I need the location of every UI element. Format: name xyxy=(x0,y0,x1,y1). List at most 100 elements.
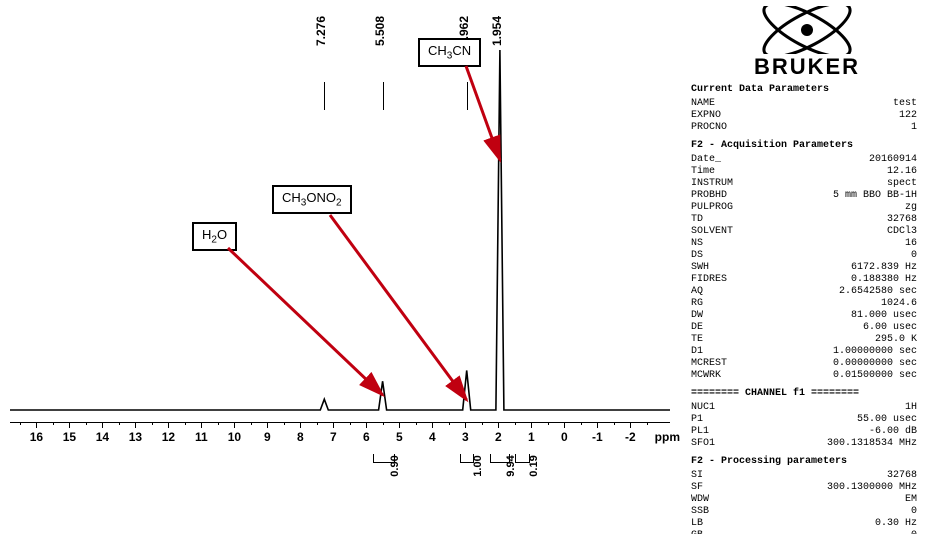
axis-tick-label: 15 xyxy=(63,430,76,444)
axis-tick xyxy=(399,422,400,428)
axis-tick-label: 16 xyxy=(30,430,43,444)
axis-minor-tick xyxy=(581,422,582,425)
annotation-ch3ono2: CH3ONO2 xyxy=(272,185,352,214)
peak-tick xyxy=(467,82,468,110)
parameter-panel: Current Data ParametersNAMEtestEXPNO122P… xyxy=(691,78,917,534)
param-value: 295.0 K xyxy=(875,334,917,346)
axis-minor-tick xyxy=(185,422,186,425)
axis-minor-tick xyxy=(119,422,120,425)
axis-minor-tick xyxy=(416,422,417,425)
axis-tick xyxy=(135,422,136,428)
param-key: SOLVENT xyxy=(691,226,733,238)
param-row: SWH6172.839 Hz xyxy=(691,262,917,274)
param-value: 0 xyxy=(911,250,917,262)
brand-logo-icon xyxy=(737,6,877,54)
param-key: INSTRUM xyxy=(691,178,733,190)
param-key: PROBHD xyxy=(691,190,727,202)
param-value: 5 mm BBO BB-1H xyxy=(833,190,917,202)
param-key: RG xyxy=(691,298,703,310)
param-value: 0 xyxy=(911,530,917,534)
param-section-title: Current Data Parameters xyxy=(691,84,917,96)
param-value: spect xyxy=(887,178,917,190)
param-value: 32768 xyxy=(887,470,917,482)
param-value: 55.00 usec xyxy=(857,414,917,426)
param-key: NAME xyxy=(691,98,715,110)
param-key: Time xyxy=(691,166,715,178)
param-key: TE xyxy=(691,334,703,346)
param-row: MCREST0.00000000 sec xyxy=(691,358,917,370)
param-value: EM xyxy=(905,494,917,506)
param-key: PROCNO xyxy=(691,122,727,134)
axis-minor-tick xyxy=(86,422,87,425)
param-row: SI32768 xyxy=(691,470,917,482)
peak-ppm-label: 1.954 xyxy=(490,16,504,46)
param-row: SFO1300.1318534 MHz xyxy=(691,438,917,450)
param-key: TD xyxy=(691,214,703,226)
param-key: P1 xyxy=(691,414,703,426)
param-value: 122 xyxy=(899,110,917,122)
param-value: 0.30 Hz xyxy=(875,518,917,530)
axis-tick xyxy=(630,422,631,428)
param-row: PROCNO1 xyxy=(691,122,917,134)
param-value: -6.00 dB xyxy=(869,426,917,438)
axis-minor-tick xyxy=(284,422,285,425)
axis-tick-label: 12 xyxy=(162,430,175,444)
brand: BRUKER xyxy=(697,6,917,80)
integrals: 0.901.009.940.19 xyxy=(10,454,670,492)
param-value: 1H xyxy=(905,402,917,414)
param-row: PULPROG zg xyxy=(691,202,917,214)
axis-tick-label: 13 xyxy=(129,430,142,444)
param-row: NAMEtest xyxy=(691,98,917,110)
param-value: 0.188380 Hz xyxy=(851,274,917,286)
param-key: LB xyxy=(691,518,703,530)
axis-tick-label: 11 xyxy=(195,430,208,444)
integral-value: 0.19 xyxy=(528,455,540,476)
param-key: SSB xyxy=(691,506,709,518)
axis-tick-label: 6 xyxy=(363,430,370,444)
axis-minor-tick xyxy=(383,422,384,425)
param-value: zg xyxy=(905,202,917,214)
peak-labels: 7.2765.5082.9621.954 xyxy=(10,10,670,80)
param-key: DE xyxy=(691,322,703,334)
peak-tick xyxy=(500,82,501,110)
annotation-ch3cn: CH3CN xyxy=(418,38,481,67)
param-row: Time12.16 xyxy=(691,166,917,178)
param-value: 16 xyxy=(905,238,917,250)
axis-tick xyxy=(69,422,70,428)
axis-tick-label: 0 xyxy=(561,430,568,444)
axis-minor-tick xyxy=(548,422,549,425)
param-row: TE 295.0 K xyxy=(691,334,917,346)
axis-tick xyxy=(465,422,466,428)
param-row: RG1024.6 xyxy=(691,298,917,310)
param-row: NUC11H xyxy=(691,402,917,414)
param-row: NS16 xyxy=(691,238,917,250)
param-value: CDCl3 xyxy=(887,226,917,238)
axis-tick-label: 14 xyxy=(96,430,109,444)
axis-tick xyxy=(498,422,499,428)
param-key: AQ xyxy=(691,286,703,298)
param-key: PULPROG xyxy=(691,202,733,214)
param-section-title: F2 - Processing parameters xyxy=(691,456,917,468)
param-row: FIDRES0.188380 Hz xyxy=(691,274,917,286)
param-row: MCWRK0.01500000 sec xyxy=(691,370,917,382)
axis-tick xyxy=(531,422,532,428)
axis-tick-label: 5 xyxy=(396,430,403,444)
param-row: SF300.1300000 MHz xyxy=(691,482,917,494)
param-value: 81.000 usec xyxy=(851,310,917,322)
axis-tick xyxy=(432,422,433,428)
param-row: Date_20160914 xyxy=(691,154,917,166)
param-value: 1.00000000 sec xyxy=(833,346,917,358)
axis-minor-tick xyxy=(647,422,648,425)
integral-value: 0.90 xyxy=(389,455,401,476)
axis-tick xyxy=(597,422,598,428)
axis-tick-label: -1 xyxy=(592,430,603,444)
param-section-title: F2 - Acquisition Parameters xyxy=(691,140,917,152)
param-row: PROBHD 5 mm BBO BB-1H xyxy=(691,190,917,202)
param-row: AQ2.6542580 sec xyxy=(691,286,917,298)
param-value: 300.1318534 MHz xyxy=(827,438,917,450)
axis-minor-tick xyxy=(449,422,450,425)
axis-tick-label: 3 xyxy=(462,430,469,444)
param-row: DE6.00 usec xyxy=(691,322,917,334)
axis-tick-label: 1 xyxy=(528,430,535,444)
axis-unit: ppm xyxy=(655,430,680,444)
